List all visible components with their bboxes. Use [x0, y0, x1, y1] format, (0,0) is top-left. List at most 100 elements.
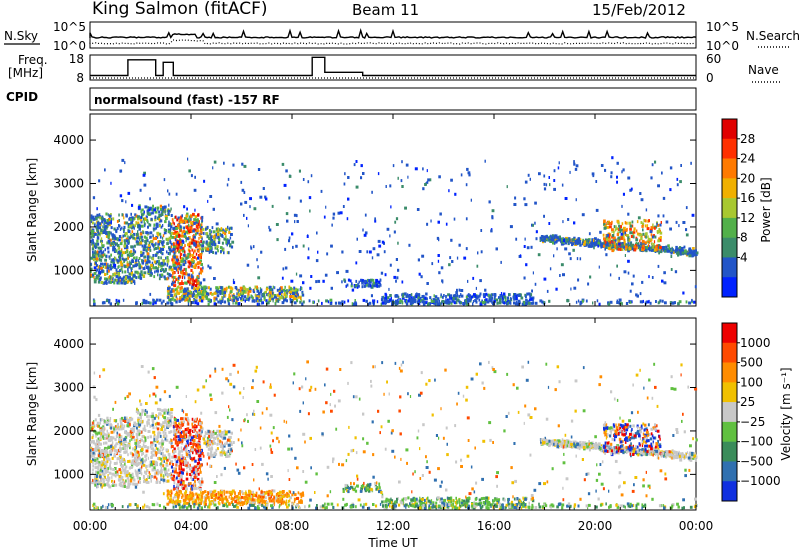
scatter-point [677, 253, 680, 257]
scatter-point [360, 176, 363, 180]
scatter-point [479, 279, 482, 283]
scatter-point [460, 301, 463, 305]
scatter-point [515, 300, 518, 304]
scatter-point [145, 445, 147, 449]
scatter-point [185, 271, 187, 275]
scatter-point [97, 424, 100, 428]
scatter-point [376, 300, 379, 304]
scatter-point [338, 301, 342, 305]
scatter-point [182, 271, 185, 275]
scatter-point [113, 462, 117, 465]
scatter-point [193, 419, 197, 423]
scatter-point [228, 227, 230, 231]
scatter-point [112, 446, 115, 450]
scatter-point [157, 216, 160, 220]
scatter-point [183, 226, 185, 230]
scatter-point [627, 259, 630, 263]
scatter-point [133, 422, 137, 426]
scatter-point [491, 293, 494, 297]
scatter-point [197, 458, 200, 462]
scatter-point [135, 439, 138, 443]
scatter-point [369, 301, 372, 305]
scatter-point [608, 244, 611, 248]
scatter-point [113, 250, 117, 253]
scatter-point [623, 240, 626, 244]
scatter-point [131, 428, 134, 432]
scatter-point [538, 172, 541, 176]
scatter-point [389, 184, 392, 188]
scatter-point [175, 477, 177, 481]
scatter-point [405, 294, 409, 298]
scatter-point [174, 467, 177, 471]
scatter-point [156, 440, 159, 444]
scatter-point [112, 236, 115, 240]
scatter-point [162, 421, 165, 425]
scatter-point [203, 287, 207, 291]
scatter-point [171, 473, 173, 477]
scatter-point [158, 210, 161, 214]
scatter-point [317, 250, 319, 254]
scatter-point [509, 225, 513, 229]
scatter-point [694, 253, 698, 256]
scatter-point [357, 282, 359, 286]
scatter-point [162, 475, 165, 479]
scatter-point [191, 472, 194, 476]
scatter-point [209, 300, 212, 304]
scatter-point [187, 276, 191, 280]
scatter-point [139, 412, 143, 416]
scatter-point [140, 462, 144, 466]
scatter-point [131, 435, 135, 439]
scatter-point [234, 301, 238, 305]
scatter-point [102, 250, 105, 254]
scatter-point [276, 293, 279, 297]
scatter-point [109, 462, 111, 466]
scatter-point [537, 253, 541, 257]
scatter-point [186, 439, 189, 443]
scatter-point [160, 466, 162, 470]
scatter-point [257, 298, 259, 302]
scatter-point [135, 454, 138, 458]
scatter-point [620, 232, 623, 236]
scatter-point [251, 299, 254, 303]
scatter-point [656, 222, 658, 226]
scatter-point [126, 444, 130, 448]
scatter-point [618, 298, 622, 302]
scatter-point [189, 438, 192, 442]
scatter-point [113, 246, 116, 249]
scatter-point [197, 449, 200, 453]
scatter-point [241, 162, 244, 166]
scatter-point [97, 274, 100, 278]
scatter-point [669, 301, 673, 305]
scatter-point [157, 233, 159, 237]
scatter-point [108, 419, 111, 423]
scatter-point [467, 171, 471, 175]
colorbar-segment [722, 119, 737, 140]
scatter-point [163, 459, 165, 463]
scatter-point [621, 247, 624, 251]
scatter-point [647, 300, 650, 304]
scatter-point [433, 301, 436, 305]
scatter-point [161, 459, 163, 463]
scatter-point [157, 256, 160, 260]
scatter-point [196, 292, 200, 296]
scatter-point [95, 269, 97, 273]
scatter-point [111, 258, 114, 262]
scatter-point [334, 301, 337, 305]
scatter-point [227, 177, 230, 181]
scatter-point [176, 234, 178, 238]
scatter-point [127, 267, 129, 271]
scatter-point [654, 160, 657, 164]
scatter-point [198, 233, 201, 236]
scatter-point [126, 424, 130, 428]
scatter-point [93, 234, 95, 238]
scatter-point [394, 220, 397, 224]
scatter-point [310, 174, 313, 178]
scatter-point [202, 290, 204, 294]
scatter-point [397, 176, 399, 180]
scatter-point [562, 220, 564, 224]
scatter-point [378, 244, 382, 248]
scatter-point [389, 298, 392, 302]
scatter-point [113, 264, 117, 267]
scatter-point [100, 483, 102, 487]
scatter-point [690, 161, 692, 165]
